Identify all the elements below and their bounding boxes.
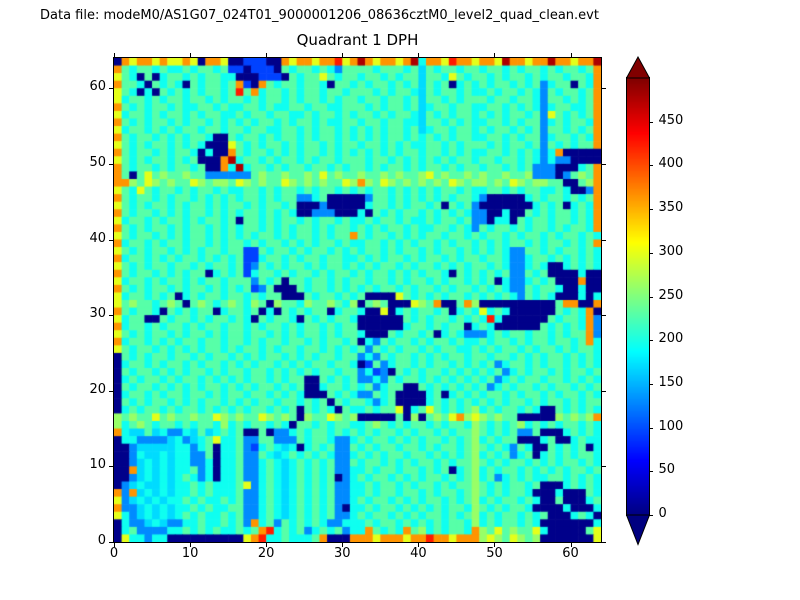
x-tick-label: 40: [410, 546, 427, 561]
y-tick-mark: [601, 88, 606, 90]
y-tick-mark: [109, 542, 114, 543]
colorbar-canvas: [627, 78, 649, 515]
y-tick-label: 50: [89, 154, 106, 170]
x-tick-mark: [114, 542, 115, 547]
x-tick-mark: [494, 542, 496, 547]
x-tick-label: 0: [109, 546, 119, 561]
colorbar-tick-label: 150: [658, 374, 684, 390]
colorbar-tick-label: 200: [658, 331, 684, 347]
colorbar-tick-mark: [649, 252, 653, 254]
colorbar-tick-label: 400: [658, 156, 684, 172]
colorbar-tick-label: 50: [658, 462, 676, 478]
x-tick-label: 10: [181, 546, 199, 561]
x-tick-mark: [342, 53, 344, 58]
y-tick-mark: [601, 163, 606, 165]
x-tick-mark: [342, 542, 344, 547]
y-tick-mark: [109, 466, 114, 468]
y-tick-mark: [601, 390, 606, 392]
y-tick-label: 60: [89, 79, 106, 95]
x-tick-mark: [418, 542, 420, 547]
x-tick-mark: [494, 53, 496, 58]
colorbar-tick-label: 350: [658, 200, 684, 216]
y-tick-mark: [109, 239, 114, 241]
colorbar-extend-max-arrow: [625, 55, 651, 79]
x-tick-mark: [190, 542, 192, 547]
y-tick-mark: [601, 315, 606, 317]
colorbar-tick-mark: [649, 471, 653, 473]
x-tick-label: 30: [334, 546, 351, 561]
colorbar-tick-label: 250: [658, 287, 684, 303]
data-file-label: Data file: modeM0/AS1G07_024T01_90000012…: [40, 8, 599, 23]
x-tick-mark: [570, 53, 572, 58]
colorbar-tick-mark: [649, 121, 653, 123]
colorbar-tick-mark: [649, 427, 653, 429]
colorbar-tick-mark: [649, 383, 653, 385]
colorbar-tick-label: 100: [658, 418, 684, 434]
x-tick-mark: [418, 53, 420, 58]
colorbar-tick-label: 450: [658, 112, 684, 128]
x-tick-label: 20: [257, 546, 275, 561]
y-tick-mark: [109, 390, 114, 392]
x-tick-mark: [266, 542, 268, 547]
heatmap-canvas: [114, 58, 601, 542]
y-tick-mark: [109, 163, 114, 165]
y-tick-label: 20: [89, 381, 106, 397]
y-tick-label: 40: [89, 230, 106, 246]
colorbar-tick-mark: [649, 515, 653, 516]
colorbar-tick-mark: [649, 340, 653, 342]
colorbar: [626, 77, 650, 516]
heatmap-axes: [113, 57, 602, 543]
y-tick-mark: [109, 315, 114, 317]
y-tick-label: 0: [97, 533, 106, 548]
x-tick-mark: [570, 542, 572, 547]
x-tick-mark: [114, 53, 115, 58]
y-tick-mark: [601, 466, 606, 468]
y-tick-mark: [601, 542, 606, 543]
y-tick-mark: [601, 239, 606, 241]
x-tick-mark: [190, 53, 192, 58]
x-tick-label: 60: [562, 546, 579, 561]
colorbar-tick-mark: [649, 296, 653, 298]
y-tick-label: 30: [89, 306, 106, 322]
colorbar-tick-mark: [649, 209, 653, 211]
x-tick-mark: [266, 53, 268, 58]
colorbar-tick-label: 300: [658, 243, 684, 259]
chart-title: Quadrant 1 DPH: [296, 31, 419, 49]
colorbar-tick-label: 0: [658, 506, 667, 521]
y-tick-label: 10: [89, 457, 106, 473]
x-tick-label: 50: [486, 546, 503, 561]
y-tick-mark: [109, 88, 114, 90]
colorbar-extend-min-arrow: [625, 514, 651, 546]
colorbar-tick-mark: [649, 165, 653, 167]
